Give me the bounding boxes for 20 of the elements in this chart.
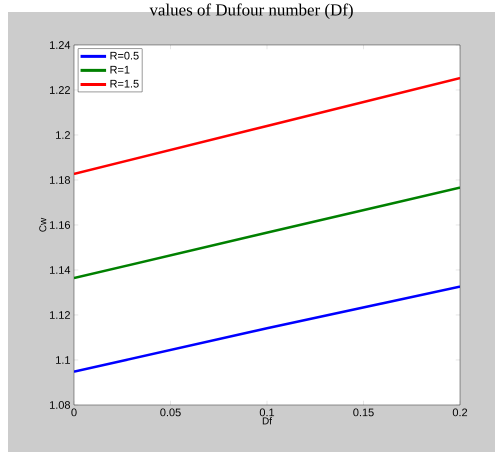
y-tick-label: 1.08 [50,401,70,409]
y-tick-label: 1.1 [56,356,70,364]
y-tick-label: 1.18 [50,176,70,184]
legend-label: R=1 [110,66,130,74]
y-tick-label: 1.14 [50,266,70,274]
x-tick-label: 0 [71,408,77,416]
x-tick-label: 0.1 [260,408,274,416]
x-tick-label: 0.2 [452,408,468,416]
y-axis-title: Cw [39,218,46,232]
x-axis-title: Df [262,417,272,424]
legend-label: R=0.5 [110,52,139,60]
y-tick-label: 1.2 [56,131,70,139]
legend-label: R=1.5 [110,80,139,88]
y-tick-label: 1.24 [50,41,70,49]
y-tick-label: 1.16 [50,221,70,229]
chart-title: values of Dufour number (Df) [149,4,353,20]
y-tick-label: 1.12 [50,311,70,319]
x-tick-label: 0.05 [160,408,181,416]
y-tick-label: 1.22 [50,86,70,94]
x-tick-label: 0.15 [353,408,374,416]
